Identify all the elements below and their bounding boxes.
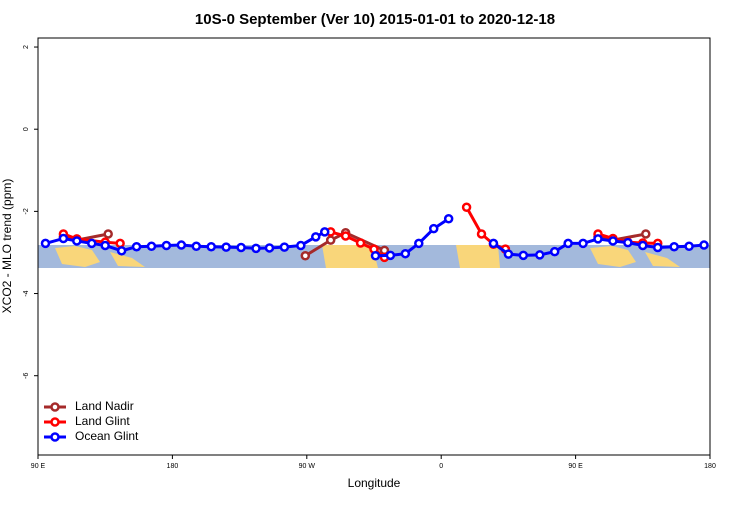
legend-label: Ocean Glint bbox=[75, 429, 139, 443]
point bbox=[325, 235, 336, 245]
point bbox=[385, 250, 396, 261]
point bbox=[176, 240, 187, 250]
y-tick-label: 0 bbox=[23, 127, 30, 131]
legend-marker bbox=[50, 402, 60, 412]
point bbox=[146, 241, 157, 252]
point bbox=[116, 246, 127, 256]
point bbox=[578, 238, 588, 249]
point bbox=[428, 223, 439, 234]
point bbox=[593, 234, 603, 244]
x-tick-label: 180 bbox=[704, 463, 716, 470]
point bbox=[370, 250, 381, 261]
x-axis-label: Longitude bbox=[348, 476, 401, 490]
plot-frame bbox=[37, 37, 711, 456]
chart-title: 10S-0 September (Ver 10) 2015-01-01 to 2… bbox=[195, 11, 555, 28]
point bbox=[652, 242, 663, 253]
point bbox=[58, 233, 69, 244]
point bbox=[461, 202, 472, 213]
point bbox=[488, 238, 499, 249]
land bbox=[322, 245, 378, 268]
point bbox=[414, 238, 424, 249]
y-tick-label: -6 bbox=[23, 372, 30, 378]
point bbox=[131, 241, 142, 252]
point bbox=[535, 250, 545, 260]
x-tick-label: 90 W bbox=[299, 463, 316, 470]
legend-marker bbox=[50, 432, 60, 442]
land bbox=[55, 246, 100, 267]
point bbox=[103, 229, 113, 239]
point bbox=[623, 237, 633, 248]
y-tick-label: -4 bbox=[23, 290, 30, 296]
land bbox=[110, 252, 145, 267]
point bbox=[191, 241, 202, 252]
point bbox=[443, 214, 454, 224]
point bbox=[608, 236, 618, 246]
x-tick-label: 90 E bbox=[31, 463, 46, 470]
x-tick-label: 90 E bbox=[568, 463, 583, 470]
point bbox=[638, 240, 648, 251]
point bbox=[563, 238, 573, 249]
legend-label: Land Nadir bbox=[75, 399, 134, 413]
point bbox=[319, 227, 330, 237]
point bbox=[40, 238, 51, 249]
point bbox=[400, 248, 411, 259]
point bbox=[476, 229, 487, 239]
legend-label: Land Glint bbox=[75, 414, 130, 428]
legend-marker bbox=[50, 417, 60, 427]
point bbox=[669, 241, 679, 252]
point bbox=[221, 242, 231, 252]
point bbox=[300, 250, 311, 261]
point bbox=[115, 238, 125, 249]
point bbox=[279, 242, 290, 252]
y-tick-label: 2 bbox=[23, 45, 30, 49]
y-tick-label: -2 bbox=[23, 208, 30, 214]
point bbox=[296, 240, 306, 251]
y-axis-label: XCO2 - MLO trend (ppm) bbox=[0, 179, 14, 314]
point bbox=[236, 242, 246, 253]
point bbox=[699, 240, 709, 250]
point bbox=[340, 231, 351, 241]
point bbox=[206, 241, 216, 252]
point bbox=[251, 243, 261, 254]
point bbox=[100, 240, 110, 251]
point bbox=[264, 243, 275, 253]
point bbox=[87, 238, 97, 249]
land bbox=[645, 252, 680, 267]
point bbox=[518, 250, 529, 261]
x-tick-label: 0 bbox=[439, 463, 443, 470]
point bbox=[355, 238, 366, 248]
point bbox=[161, 240, 172, 251]
x-tick-label: 180 bbox=[167, 463, 179, 470]
point bbox=[549, 246, 560, 257]
land bbox=[456, 245, 500, 268]
point bbox=[311, 232, 321, 242]
point bbox=[684, 241, 694, 252]
point bbox=[503, 249, 514, 259]
land bbox=[590, 246, 636, 267]
point bbox=[641, 229, 651, 239]
point bbox=[72, 236, 82, 246]
